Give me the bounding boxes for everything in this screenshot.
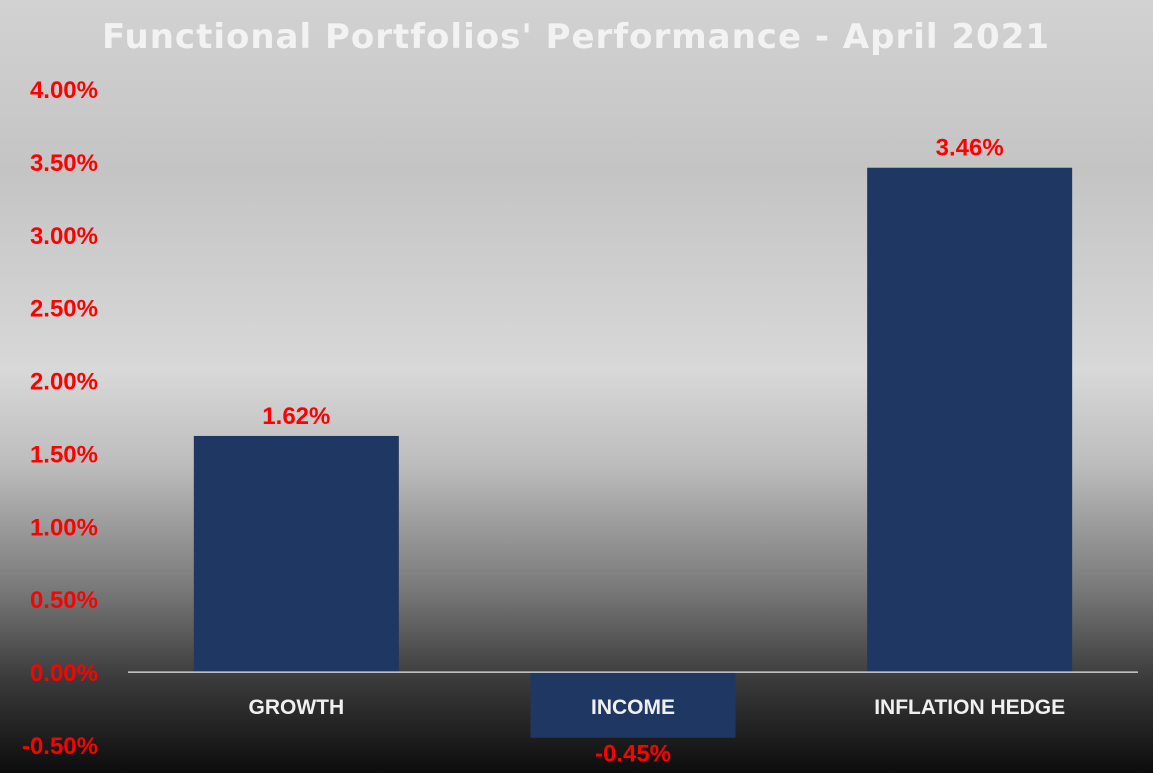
y-tick-label: 0.00% bbox=[30, 660, 98, 687]
y-tick-label: 2.50% bbox=[30, 296, 98, 323]
category-labels: GROWTH INCOME INFLATION HEDGE bbox=[249, 696, 1066, 719]
chart-title: Functional Portfolios' Performance - Apr… bbox=[102, 17, 1050, 57]
bar-income bbox=[530, 672, 736, 738]
data-label: 3.46% bbox=[936, 135, 1004, 162]
category-label: INCOME bbox=[591, 696, 675, 719]
bar-growth bbox=[193, 435, 399, 673]
y-tick-label: 3.00% bbox=[30, 223, 98, 250]
y-tick-label: 1.50% bbox=[30, 441, 98, 468]
y-tick-label: -0.50% bbox=[22, 733, 98, 760]
category-label: GROWTH bbox=[249, 696, 345, 719]
y-tick-label: 4.00% bbox=[30, 77, 98, 104]
y-tick-label: 3.50% bbox=[30, 150, 98, 177]
y-tick-label: 1.00% bbox=[30, 514, 98, 541]
category-label: INFLATION HEDGE bbox=[874, 696, 1065, 719]
y-tick-label: 2.00% bbox=[30, 369, 98, 396]
bar-inflation-hedge bbox=[867, 167, 1073, 673]
bars bbox=[193, 167, 1073, 738]
y-tick-label: 0.50% bbox=[30, 587, 98, 614]
data-labels: 1.62% -0.45% 3.46% bbox=[262, 135, 1003, 768]
data-label: -0.45% bbox=[595, 741, 671, 768]
data-label: 1.62% bbox=[262, 403, 330, 430]
y-axis-ticks: -0.50% 0.00% 0.50% 1.00% 1.50% 2.00% 2.50% 3.00… bbox=[22, 77, 98, 760]
